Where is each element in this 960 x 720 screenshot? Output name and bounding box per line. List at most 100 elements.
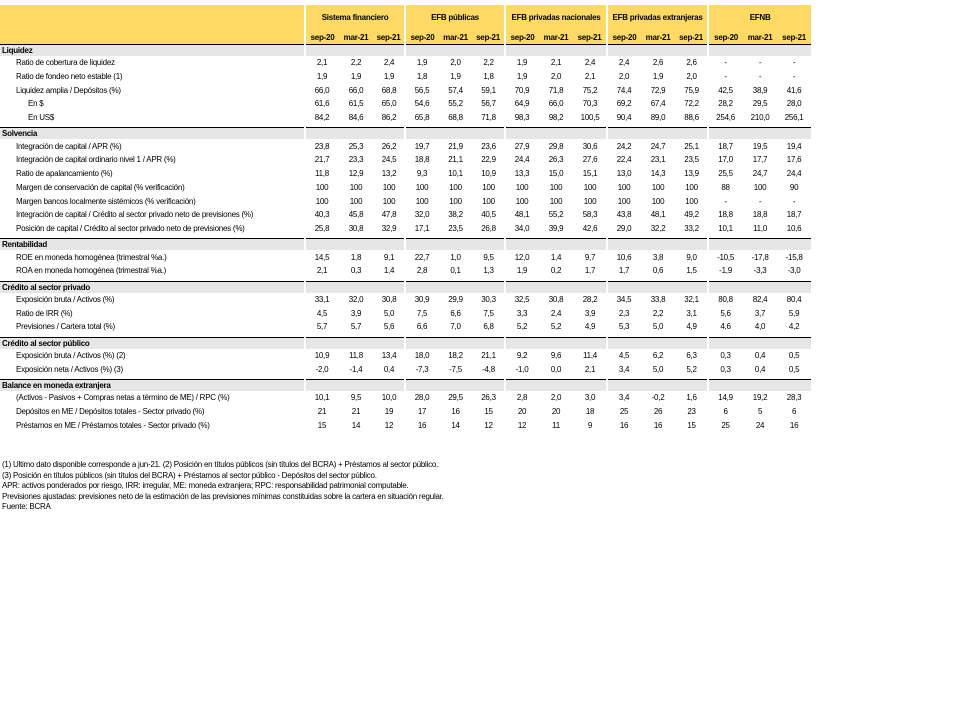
table-row: Margen bancos localmente sistémicos (% v…: [0, 194, 811, 208]
section-band: [404, 280, 440, 293]
cell-value: 2,1: [316, 266, 328, 276]
cell-value: 30,8: [381, 294, 397, 304]
cell-value: 21: [351, 407, 361, 417]
cell-value: 25,8: [314, 223, 330, 233]
cell-value: 28,2: [582, 294, 598, 304]
cell-value: 34,5: [616, 294, 632, 304]
row-label: Margen de conservación de capital (% ver…: [16, 182, 185, 192]
section-band: [641, 336, 676, 349]
cell-value: 13,3: [514, 169, 530, 179]
row-label: Integración de capital / Crédito al sect…: [16, 210, 254, 220]
section-band: [404, 379, 440, 392]
section-band: [504, 127, 540, 140]
cell-value: 29,5: [752, 99, 768, 109]
cell-value: 5,6: [720, 308, 731, 318]
cell-value: 75,2: [582, 85, 598, 95]
cell-value: 3,9: [350, 308, 362, 318]
section-band: [573, 336, 608, 349]
cell-value: -1,4: [349, 364, 363, 374]
period-header-row: sep-20 mar-21 sep-21 sep-20 mar-21 sep-21 sep-…: [0, 30, 812, 45]
cell-value: 88: [721, 182, 730, 192]
table-row: Exposición bruta / Activos (%) (2) 10,9 11…: [0, 349, 811, 363]
section-band: [304, 44, 339, 56]
cell-value: 100: [449, 182, 462, 192]
cell-value: 9,5: [350, 393, 362, 403]
cell-value: 12: [384, 420, 394, 430]
cell-value: 29,5: [448, 393, 463, 403]
cell-value: 80,4: [786, 294, 802, 304]
cell-value: 256,1: [784, 113, 804, 123]
cell-value: 80,8: [718, 294, 733, 304]
section-band: [373, 44, 406, 56]
cell-value: 13,9: [684, 169, 699, 179]
section-band: [573, 280, 608, 293]
section-band: [641, 379, 676, 392]
footnotes: (1) Ultimo dato disponible corresponde a…: [2, 460, 444, 513]
section-header-row: Balance en moneda extranjera: [0, 379, 812, 392]
cell-value: 21,9: [448, 141, 463, 151]
cell-value: 2,1: [584, 72, 596, 82]
cell-value: 20: [551, 407, 561, 417]
cell-value: 1,9: [350, 72, 362, 82]
section-band: [304, 238, 339, 251]
cell-value: 100: [651, 182, 665, 192]
cell-value: 30,6: [582, 141, 598, 151]
cell-value: 32,2: [650, 223, 666, 233]
cell-value: 12,0: [514, 252, 530, 262]
cell-value: 2,0: [686, 72, 697, 82]
cell-value: 21,7: [314, 155, 330, 165]
cell-value: 15,1: [582, 169, 598, 179]
cell-value: 25,1: [684, 141, 699, 151]
section-band: [777, 336, 812, 349]
cell-value: 25: [619, 407, 629, 417]
cell-value: 100: [349, 182, 363, 192]
section-band: [472, 238, 506, 251]
table-row: Margen de conservación de capital (% ver…: [0, 181, 811, 195]
cell-value: 15: [317, 420, 327, 430]
cell-value: 19,2: [752, 393, 768, 403]
cell-value: 24,4: [514, 155, 530, 165]
row-label: Ratio de fondeo neto estable (1): [16, 72, 123, 82]
cell-value: 29,9: [448, 294, 463, 304]
indicators-table-container: Sistema financiero EFB públicas EFB privad…: [0, 5, 812, 432]
section-band: [641, 127, 676, 140]
cell-value: 100: [753, 182, 767, 192]
section-header-row: Liquidez: [0, 44, 812, 56]
cell-value: 6,8: [483, 322, 494, 332]
cell-value: -7,5: [449, 364, 462, 374]
cell-value: 100: [315, 196, 329, 206]
cell-value: 23,5: [684, 155, 699, 165]
cell-value: 7,5: [416, 308, 428, 318]
section-header-row: Crédito al sector público: [0, 336, 812, 349]
section-title: Rentabilidad: [0, 238, 305, 251]
cell-value: 24: [755, 420, 765, 430]
section-band: [539, 336, 574, 349]
cell-value: 7,5: [483, 308, 494, 318]
section-band: [404, 127, 440, 140]
cell-value: 210,0: [750, 113, 770, 123]
cell-value: 1,4: [550, 252, 562, 262]
table-row: ROE en moneda homogénea (trimestral %a.)…: [0, 250, 811, 264]
section-band: [304, 379, 339, 392]
row-label: Previsiones / Cartera total (%): [16, 322, 115, 332]
cell-value: 2,1: [584, 364, 596, 374]
cell-value: -15,8: [785, 252, 803, 262]
cell-value: 3,9: [584, 308, 596, 318]
cell-value: 10,6: [616, 252, 632, 262]
cell-value: 3,4: [618, 393, 630, 403]
section-title: Solvencia: [0, 127, 305, 140]
cell-value: 98,3: [514, 113, 530, 123]
cell-value: 39,9: [548, 223, 564, 233]
cell-value: 24,2: [616, 141, 632, 151]
cell-value: 9,6: [550, 351, 562, 361]
period-header: mar-21: [439, 30, 473, 45]
section-title: Crédito al sector público: [0, 336, 305, 349]
cell-value: -: [758, 196, 762, 206]
cell-value: 18,7: [786, 210, 802, 220]
section-band: [339, 127, 373, 140]
row-label: Exposición bruta / Activos (%) (2): [16, 351, 126, 361]
cell-value: 6: [723, 407, 728, 417]
cell-value: 66,0: [348, 85, 364, 95]
period-header: sep-20: [404, 30, 440, 45]
section-band: [472, 336, 506, 349]
